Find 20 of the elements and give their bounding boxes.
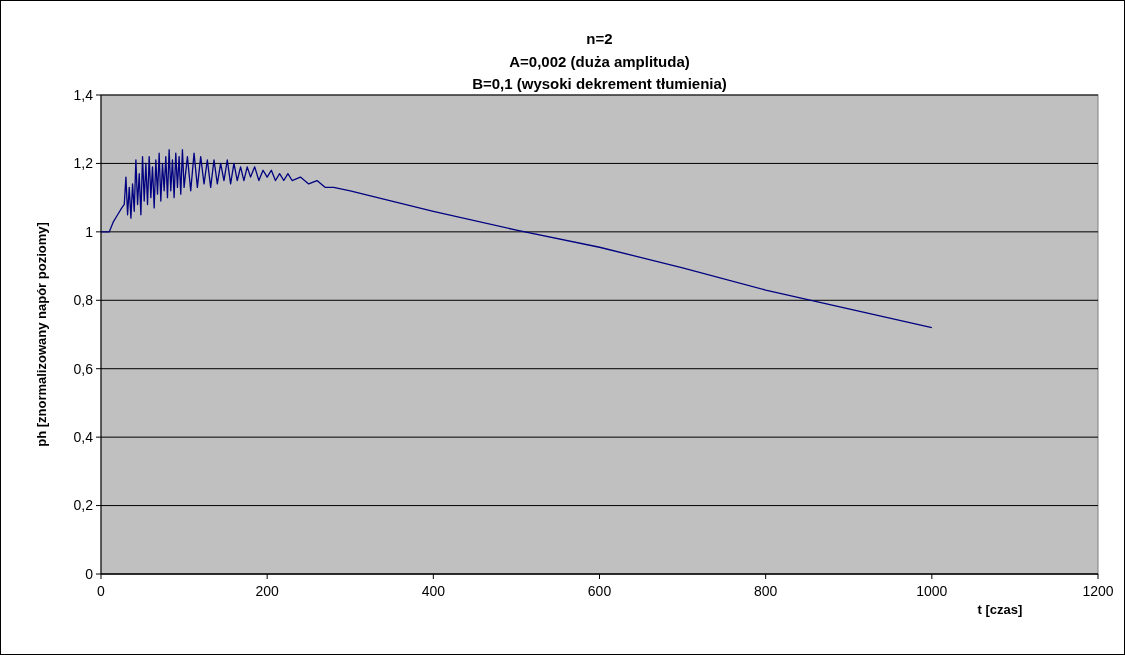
y-tick-label: 1,2: [73, 155, 94, 172]
y-tick-label: 1,4: [73, 86, 94, 103]
y-tick-label: 0,2: [73, 497, 94, 514]
chart-title: n=2: [586, 30, 613, 47]
x-axis-title: t [czas]: [977, 602, 1023, 617]
x-tick-label: 800: [753, 583, 778, 599]
x-tick-label: 1200: [1082, 583, 1114, 599]
x-tick-label: 0: [97, 583, 106, 599]
y-tick-label: 0,6: [73, 360, 94, 377]
x-tick-label: 1000: [916, 583, 948, 599]
y-axis-title: ph [znormalizowany napór poziomy]: [34, 222, 49, 447]
x-tick-label: 600: [587, 583, 612, 599]
chart-subtitle: A=0,002 (duża amplituda) B=0,1 (wysoki dekrement tłumienia): [472, 53, 727, 92]
y-tick-label: 0: [85, 565, 94, 582]
line-series: [100, 149, 933, 329]
y-tick-label: 1: [85, 223, 94, 240]
y-tick-label: 0,8: [73, 292, 94, 309]
x-tick-label: 400: [421, 583, 446, 599]
y-tick-label: 0,4: [73, 429, 94, 446]
x-tick-label: 200: [255, 583, 280, 599]
